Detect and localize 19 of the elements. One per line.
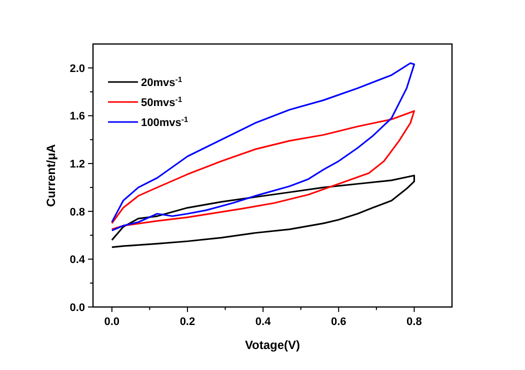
y-tick-label: 1.6 xyxy=(70,110,85,123)
y-tick-label: 0.4 xyxy=(70,254,86,266)
line-series xyxy=(111,62,416,232)
line-series xyxy=(111,174,416,248)
x-tick-label: 0.0 xyxy=(104,316,120,328)
y-tick-label: 0.8 xyxy=(70,206,85,218)
line-series xyxy=(111,110,416,230)
y-axis-title: Current/μA xyxy=(44,144,58,207)
y-tick-label: 0.0 xyxy=(70,302,85,314)
legend-label: 100mvs$^{-1}$ xyxy=(141,114,189,129)
x-tick-label: 0.2 xyxy=(180,316,196,328)
y-tick-label: 1.2 xyxy=(70,158,85,171)
x-axis-title: Votage(V) xyxy=(244,338,300,352)
x-tick-label: 0.8 xyxy=(406,316,422,328)
legend-label: 50mvs$^{-1}$ xyxy=(141,94,183,109)
legend-label: 20mvs$^{-1}$ xyxy=(141,74,183,89)
y-tick-label: 2.0 xyxy=(70,62,85,75)
x-tick-label: 0.6 xyxy=(330,316,346,328)
x-tick-label: 0.4 xyxy=(255,316,272,328)
